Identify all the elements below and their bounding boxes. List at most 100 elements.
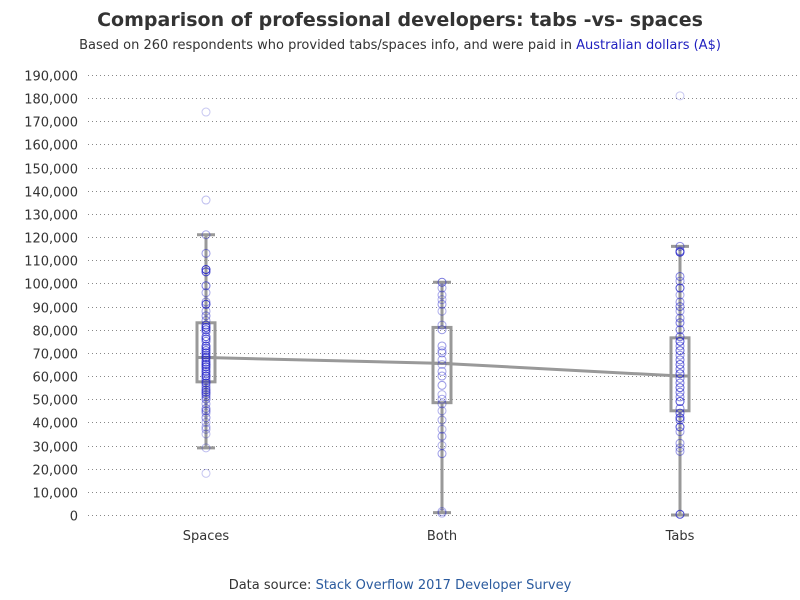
y-tick-label: 160,000 — [24, 139, 78, 154]
data-point — [201, 325, 211, 335]
data-point — [201, 315, 211, 325]
data-point — [201, 392, 211, 402]
data-point — [201, 311, 211, 321]
data-point — [437, 283, 447, 293]
y-tick-label: 120,000 — [24, 232, 78, 247]
data-point — [201, 424, 211, 434]
data-point — [675, 341, 685, 351]
data-point — [437, 449, 447, 459]
data-point — [437, 371, 447, 381]
chart-subtitle: Based on 260 respondents who provided ta… — [0, 38, 800, 53]
data-point — [675, 325, 685, 335]
data-point — [201, 357, 211, 367]
box-iqr — [195, 321, 217, 384]
data-point — [201, 387, 211, 397]
data-point — [437, 341, 447, 351]
x-category-label: Spaces — [183, 529, 230, 544]
data-point — [437, 299, 447, 309]
data-point — [675, 276, 685, 286]
data-point — [675, 313, 685, 323]
data-point — [437, 424, 447, 434]
data-point — [201, 348, 211, 358]
data-point — [675, 422, 685, 432]
data-point — [201, 297, 211, 307]
boxes — [195, 321, 691, 413]
y-tick-label: 60,000 — [33, 371, 79, 386]
data-point — [437, 390, 447, 400]
data-point — [201, 380, 211, 390]
data-point — [201, 468, 211, 478]
data-point — [201, 281, 211, 291]
data-point — [201, 346, 211, 356]
data-point — [675, 383, 685, 393]
data-point — [675, 408, 685, 418]
data-point — [437, 346, 447, 356]
data-point — [437, 508, 447, 518]
data-point — [437, 348, 447, 358]
y-tick-label: 10,000 — [33, 487, 79, 502]
data-point — [201, 417, 211, 427]
data-source-link[interactable]: Stack Overflow 2017 Developer Survey — [315, 578, 572, 593]
data-point — [201, 364, 211, 374]
data-point — [675, 378, 685, 388]
data-point — [437, 406, 447, 416]
data-point — [675, 346, 685, 356]
data-point — [675, 427, 685, 437]
data-point — [201, 390, 211, 400]
data-point — [201, 322, 211, 332]
data-point — [675, 443, 685, 453]
data-point — [675, 373, 685, 383]
data-point — [675, 359, 685, 369]
y-tick-label: 150,000 — [24, 163, 78, 178]
y-tick-label: 170,000 — [24, 116, 78, 131]
data-point — [675, 446, 685, 456]
data-point — [675, 413, 685, 423]
data-point — [201, 376, 211, 386]
data-point — [675, 415, 685, 425]
data-point — [201, 429, 211, 439]
data-point — [201, 422, 211, 432]
x-axis-labels: Spaces Both Tabs — [183, 529, 695, 544]
data-point — [201, 350, 211, 360]
data-point — [201, 385, 211, 395]
data-point — [201, 413, 211, 423]
data-point — [675, 290, 685, 300]
data-point — [201, 195, 211, 205]
data-point — [437, 295, 447, 305]
box-iqr — [669, 336, 691, 413]
x-category-label: Tabs — [665, 529, 695, 544]
y-tick-label: 180,000 — [24, 93, 78, 108]
data-point — [201, 267, 211, 277]
data-point — [201, 336, 211, 346]
data-point — [201, 366, 211, 376]
data-point — [201, 406, 211, 416]
data-point — [675, 247, 685, 257]
data-point — [201, 371, 211, 381]
data-point — [201, 306, 211, 316]
data-point — [437, 290, 447, 300]
data-point — [675, 306, 685, 316]
data-point — [201, 343, 211, 353]
data-point — [201, 373, 211, 383]
data-point — [437, 359, 447, 369]
data-point — [201, 403, 211, 413]
y-tick-label: 70,000 — [33, 348, 79, 363]
data-source: Data source: Stack Overflow 2017 Develop… — [0, 578, 800, 593]
data-point — [675, 438, 685, 448]
y-tick-label: 190,000 — [24, 70, 78, 85]
data-point — [437, 441, 447, 451]
data-point — [201, 327, 211, 337]
data-point — [675, 241, 685, 251]
data-point — [675, 509, 685, 519]
data-point — [675, 403, 685, 413]
data-point — [201, 320, 211, 330]
data-point — [675, 364, 685, 374]
data-point — [201, 265, 211, 275]
data-point — [201, 369, 211, 379]
data-point — [675, 271, 685, 281]
data-point — [437, 380, 447, 390]
subtitle-text: Based on 260 respondents who provided ta… — [79, 38, 577, 53]
data-point — [201, 443, 211, 453]
data-point — [675, 369, 685, 379]
